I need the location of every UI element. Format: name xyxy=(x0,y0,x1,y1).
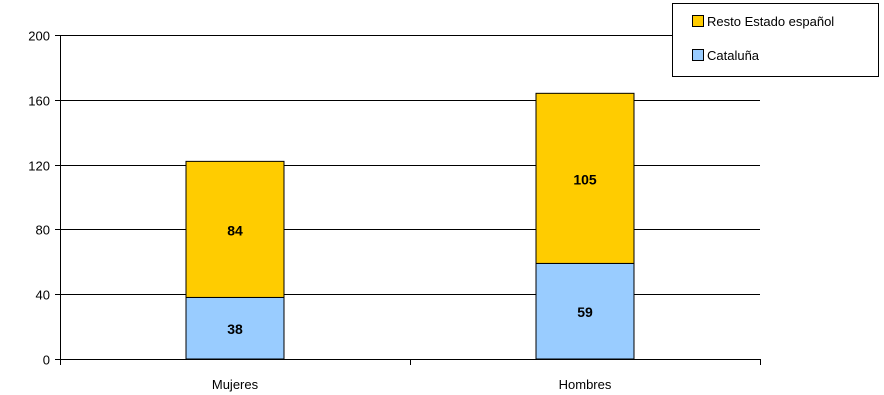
y-tick-label: 160 xyxy=(28,94,50,109)
legend-swatch xyxy=(693,50,704,61)
y-tick-label: 80 xyxy=(36,223,50,238)
y-tick-label: 40 xyxy=(36,288,50,303)
legend-swatch xyxy=(693,16,704,27)
y-tick-label: 120 xyxy=(28,159,50,174)
axes xyxy=(60,35,761,365)
legend-label: Resto Estado español xyxy=(707,14,834,29)
bars: 38 84 59 105 xyxy=(186,93,634,359)
y-tick-label: 0 xyxy=(43,353,50,368)
legend-label: Cataluña xyxy=(707,48,760,63)
data-label: 84 xyxy=(227,222,243,238)
x-tick-label: Mujeres xyxy=(212,377,259,392)
data-label: 38 xyxy=(227,321,243,337)
y-tick-label: 200 xyxy=(28,29,50,44)
data-label: 59 xyxy=(577,304,593,320)
x-axis-ticks: Mujeres Hombres xyxy=(212,377,612,392)
legend: Resto Estado español Cataluña xyxy=(673,4,879,77)
x-tick-label: Hombres xyxy=(559,377,612,392)
gridlines xyxy=(60,36,760,295)
data-label: 105 xyxy=(573,171,597,187)
y-axis-ticks: 0 40 80 120 160 200 xyxy=(28,29,60,368)
